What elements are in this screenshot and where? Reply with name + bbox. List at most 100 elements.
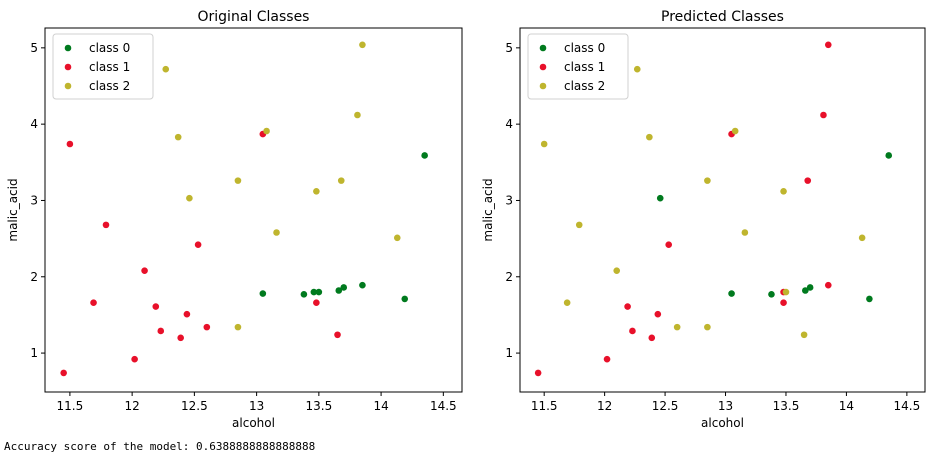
legend-label: class 0 [89,41,130,55]
point [337,177,345,184]
x-tick-label: 12 [124,399,139,413]
point [152,303,160,310]
point [177,334,184,342]
y-axis-label: malic_acid [6,178,20,241]
point [401,295,409,303]
plot-frame [519,27,926,393]
point [263,127,270,135]
chart-title: Predicted Classes [661,9,784,25]
point [273,229,280,236]
point [313,299,320,307]
x-axis-label: alcohol [701,416,744,430]
x-tick-label: 11.5 [57,399,84,413]
point [300,291,308,298]
point [131,355,138,363]
point [866,295,873,303]
point [782,288,790,296]
point [806,284,814,291]
point [656,194,664,202]
y-tick-label: 2 [505,270,513,284]
point [704,177,711,184]
point [824,281,832,289]
point [359,281,366,289]
point [66,140,74,148]
x-tick-label: 13.5 [305,399,332,413]
y-tick-label: 4 [30,117,38,131]
point [334,331,341,339]
point [259,290,267,297]
legend-marker [539,44,547,52]
x-tick-label: 14.5 [894,399,921,413]
point [540,140,548,148]
point [673,323,681,331]
legend-box [52,33,154,100]
x-tick-label: 11.5 [531,399,558,413]
point [885,152,893,159]
x-tick-label: 14.5 [430,399,457,413]
point [731,127,739,135]
point [186,194,193,202]
point [648,334,656,342]
point [102,221,110,229]
legend-marker [64,63,72,71]
point [824,41,832,49]
y-tick-label: 3 [30,193,38,207]
point [858,234,866,242]
legend-label: class 2 [89,79,130,93]
legend-label: class 1 [89,60,130,74]
legend-label: class 0 [564,41,605,55]
point [603,355,611,363]
y-tick-label: 1 [505,346,513,360]
point [820,111,827,119]
point [741,229,749,236]
point [393,234,401,242]
x-tick-label: 12 [597,399,612,413]
plot-frame [44,27,463,393]
point [340,284,348,291]
legend-box [527,33,629,100]
legend-marker [64,82,72,90]
point [563,299,571,307]
point [359,41,366,49]
legend-marker [539,63,547,71]
point [534,369,542,377]
point [728,290,735,297]
x-tick-label: 13 [718,399,733,413]
point [421,152,428,159]
y-tick-label: 1 [30,346,38,360]
point [354,111,361,119]
point [780,188,787,195]
x-tick-label: 14 [373,399,388,413]
point [646,133,653,141]
point [234,177,242,184]
x-axis-label: alcohol [232,416,275,430]
y-tick-label: 4 [505,117,513,131]
point [310,288,318,296]
point [665,241,673,249]
point [802,287,809,294]
point [633,65,641,73]
point [174,133,182,141]
point [234,323,242,331]
legend-marker [539,82,547,90]
point [60,369,67,377]
point [613,267,621,274]
point [313,188,320,195]
point [157,327,165,335]
x-tick-label: 12.5 [181,399,208,413]
point [575,221,583,229]
point [654,310,662,318]
x-tick-label: 13 [249,399,264,413]
point [335,287,343,294]
point [183,310,191,318]
y-tick-label: 5 [505,41,513,55]
y-tick-label: 5 [30,41,38,55]
x-tick-label: 12.5 [652,399,679,413]
y-tick-label: 3 [505,193,513,207]
y-tick-label: 2 [30,270,38,284]
point [629,327,636,335]
legend-label: class 1 [564,60,605,74]
point [162,65,170,73]
point [90,299,97,307]
